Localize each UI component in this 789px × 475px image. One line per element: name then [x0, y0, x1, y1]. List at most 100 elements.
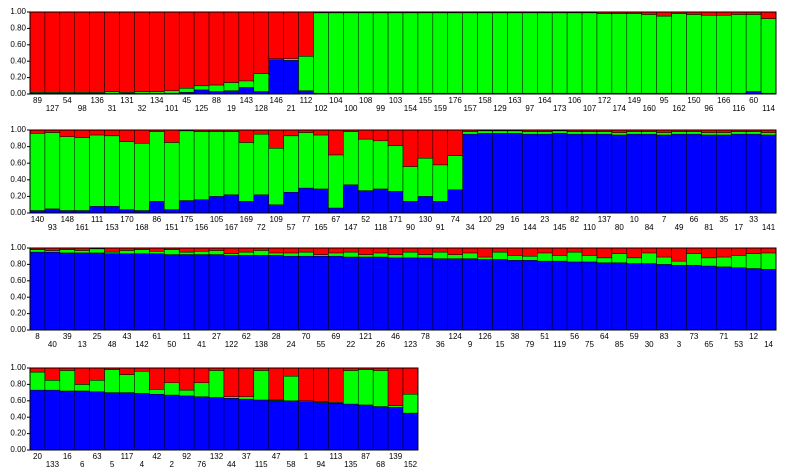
bar-segment: [223, 367, 240, 397]
bar-segment: [149, 131, 165, 202]
x-tick-label: 16: [510, 215, 519, 224]
bar-segment: [402, 247, 419, 253]
x-tick-label: 12: [749, 332, 758, 341]
bar-segment: [59, 249, 76, 254]
bar-segment: [223, 255, 240, 331]
bar-segment: [29, 371, 46, 391]
x-tick-label: 10: [630, 215, 639, 224]
x-tick-label: 134: [150, 96, 164, 105]
bar-segment: [104, 206, 120, 214]
bar-segment: [343, 403, 359, 451]
bar-segment: [447, 129, 463, 156]
bar-segment: [522, 12, 538, 94]
bar-segment: [402, 393, 419, 414]
bar-segment: [74, 390, 90, 451]
bar-segment: [208, 11, 225, 86]
bar-segment: [328, 154, 344, 209]
y-tick-label: 0.40: [10, 175, 26, 184]
bar-segment: [402, 412, 419, 451]
bar-segment: [283, 60, 299, 95]
bar-segment: [402, 367, 419, 395]
bar-segment: [387, 129, 404, 147]
bar-segment: [745, 268, 762, 331]
bar-segment: [730, 267, 747, 331]
bar-segment: [193, 254, 210, 331]
bar-segment: [372, 256, 389, 331]
bar-segment: [492, 251, 508, 260]
x-tick-label: 59: [630, 332, 639, 341]
bar-segment: [89, 248, 105, 254]
x-tick-label: 46: [391, 332, 400, 341]
bar-segment: [686, 14, 702, 94]
x-tick-label: 164: [538, 96, 552, 105]
x-tick-label: 169: [240, 215, 254, 224]
bar-segment: [178, 11, 195, 89]
bar-segment: [268, 367, 284, 401]
x-tick-label: 153: [105, 223, 119, 232]
bar-segment: [641, 133, 657, 214]
bar-segment: [343, 184, 359, 214]
y-tick-label: 0.80: [10, 142, 26, 151]
bar-segment: [178, 200, 195, 214]
x-tick-label: 166: [717, 96, 731, 105]
bar-segment: [89, 129, 105, 136]
bar-segment: [283, 135, 299, 193]
x-tick-label: 34: [466, 223, 475, 232]
x-tick-label: 56: [570, 332, 579, 341]
bar-segment: [760, 252, 777, 270]
bar-segment: [298, 401, 314, 451]
bar-segment: [745, 14, 762, 92]
x-tick-label: 20: [33, 452, 42, 461]
bar-segment: [686, 133, 702, 214]
bar-segment: [730, 133, 747, 214]
bar-segment: [44, 208, 61, 214]
y-tick-label: 0.60: [10, 40, 26, 49]
x-tick-label: 82: [570, 215, 579, 224]
x-tick-label: 13: [78, 340, 87, 349]
bar-segment: [686, 264, 702, 331]
bar-segment: [164, 142, 180, 210]
bar-segment: [283, 367, 299, 377]
bar-segment: [387, 367, 404, 406]
x-tick-label: 31: [108, 104, 117, 113]
bar-segment: [119, 129, 135, 142]
bar-segment: [551, 247, 568, 256]
x-tick-label: 57: [287, 223, 296, 232]
bar-segment: [238, 201, 255, 214]
bar-segment: [477, 130, 493, 134]
x-tick-label: 157: [463, 104, 477, 113]
bar-segment: [298, 132, 314, 189]
x-tick-label: 77: [302, 215, 311, 224]
x-tick-label: 140: [31, 215, 45, 224]
bar-segment: [119, 392, 135, 451]
bar-segment: [507, 255, 523, 261]
bar-segment: [223, 194, 240, 214]
x-tick-label: 142: [135, 340, 149, 349]
bar-segment: [298, 255, 314, 331]
bar-segment: [74, 367, 90, 385]
bar-segment: [537, 247, 553, 254]
x-tick-label: 99: [376, 104, 385, 113]
bar-segment: [208, 254, 225, 331]
x-tick-label: 146: [270, 96, 284, 105]
bar-segment: [417, 129, 434, 159]
x-tick-label: 15: [496, 340, 505, 349]
x-tick-label: 42: [152, 452, 161, 461]
bar-segment: [745, 253, 762, 269]
bar-segment: [522, 131, 538, 135]
x-tick-label: 62: [242, 332, 251, 341]
bar-segment: [417, 12, 434, 94]
bar-segment: [328, 129, 344, 156]
bar-segment: [89, 391, 105, 451]
bar-segment: [149, 251, 165, 254]
x-tick-label: 97: [525, 104, 534, 113]
bar-segment: [357, 190, 374, 214]
x-tick-label: 129: [493, 104, 507, 113]
x-tick-label: 126: [478, 332, 492, 341]
x-tick-label: 159: [434, 104, 448, 113]
x-tick-label: 112: [300, 96, 313, 105]
bar-segment: [447, 258, 463, 331]
bar-segment: [372, 247, 389, 254]
bar-segment: [372, 12, 389, 94]
bar-segment: [89, 367, 105, 381]
